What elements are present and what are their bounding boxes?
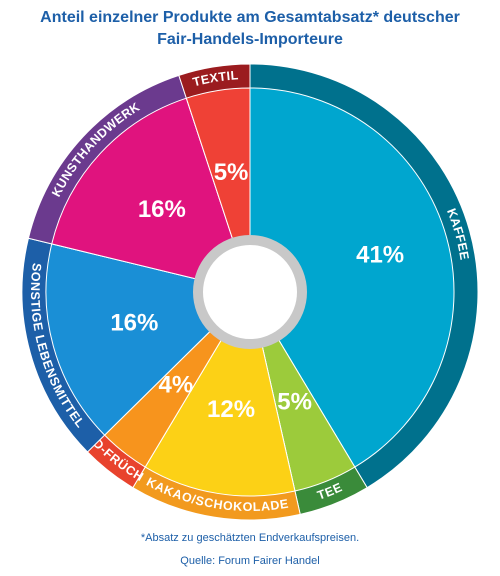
- source: Quelle: Forum Fairer Handel: [180, 555, 319, 567]
- value-label: 16%: [138, 196, 186, 223]
- value-label: 12%: [207, 396, 255, 423]
- chart-title: Anteil einzelner Produkte am Gesamtabsat…: [40, 9, 460, 26]
- footnote: *Absatz zu geschätzten Endverkaufspreise…: [141, 532, 359, 544]
- pie-segment: [249, 87, 455, 468]
- center-hole: [193, 235, 307, 349]
- pie-segment: [51, 97, 251, 293]
- value-label: 16%: [110, 309, 158, 336]
- pie: KAFFEE41%TEE5%KAKAO/SCHOKOLADE12%SÜD-FRÜ…: [22, 64, 478, 520]
- value-label: 5%: [214, 159, 249, 186]
- value-label: 5%: [277, 389, 312, 416]
- chart-title: Fair-Handels-Importeure: [157, 31, 343, 48]
- value-label: 41%: [356, 241, 404, 268]
